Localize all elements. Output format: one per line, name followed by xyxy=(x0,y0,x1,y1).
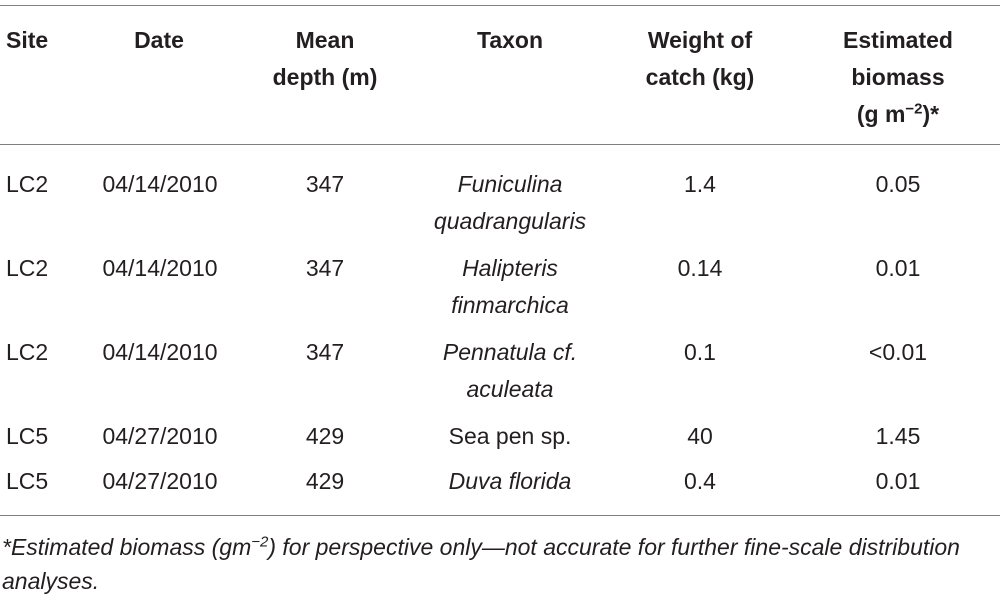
row3-biomass: <0.01 xyxy=(868,339,928,365)
row3-taxon-line2: aculeata xyxy=(466,376,554,402)
header-biomass-line1: Estimated xyxy=(843,27,953,53)
row5-date: 04/27/2010 xyxy=(102,468,218,494)
row4-depth: 429 xyxy=(305,423,345,449)
row3-weight: 0.1 xyxy=(684,339,716,365)
table-top-rule xyxy=(0,5,1000,6)
row1-taxon: Funiculina quadrangularis xyxy=(405,166,615,240)
header-mean-depth-line2: depth (m) xyxy=(272,64,378,90)
row1-biomass: 0.05 xyxy=(875,171,921,197)
row3-taxon: Pennatula cf. aculeata xyxy=(405,334,615,408)
table-footnote: *Estimated biomass (gm−2) for perspectiv… xyxy=(2,530,998,598)
footnote-exponent: −2 xyxy=(251,533,269,551)
row1-taxon-line2: quadrangularis xyxy=(433,208,587,234)
row3-depth: 347 xyxy=(305,339,345,365)
header-site: Site xyxy=(6,27,49,53)
row1-date: 04/14/2010 xyxy=(102,171,218,197)
row2-taxon-line2: finmarchica xyxy=(451,292,569,318)
row5-site: LC5 xyxy=(6,468,49,494)
header-biomass-line2: biomass xyxy=(851,64,945,90)
header-weight-of-catch: Weight of catch (kg) xyxy=(615,22,785,96)
table-bottom-rule xyxy=(0,515,1000,516)
row1-depth: 347 xyxy=(305,171,345,197)
row1-weight: 1.4 xyxy=(684,171,716,197)
row2-weight: 0.14 xyxy=(677,255,723,281)
row2-taxon: Halipteris finmarchica xyxy=(405,250,615,324)
header-biomass-unit-pre: (g m xyxy=(856,101,906,127)
row4-date: 04/27/2010 xyxy=(102,423,218,449)
row1-site: LC2 xyxy=(6,171,49,197)
header-date: Date xyxy=(134,27,184,53)
row4-site: LC5 xyxy=(6,423,49,449)
row2-biomass: 0.01 xyxy=(875,255,921,281)
row3-site: LC2 xyxy=(6,339,49,365)
header-biomass-unit-exponent: −2 xyxy=(905,100,923,118)
header-mean-depth: Mean depth (m) xyxy=(245,22,405,96)
header-weight-line1: Weight of xyxy=(647,27,753,53)
header-weight-line2: catch (kg) xyxy=(645,64,755,90)
row2-date: 04/14/2010 xyxy=(102,255,218,281)
header-biomass-unit-post: )* xyxy=(922,101,940,127)
row2-taxon-line1: Halipteris xyxy=(462,255,558,281)
footnote-text-post: ) for perspective only—not accurate for … xyxy=(2,534,960,594)
row2-depth: 347 xyxy=(305,255,345,281)
row5-weight: 0.4 xyxy=(684,468,716,494)
row4-taxon: Sea pen sp. xyxy=(448,423,572,449)
row5-biomass: 0.01 xyxy=(875,468,921,494)
header-estimated-biomass: Estimated biomass (g m−2)* xyxy=(800,22,996,133)
row4-biomass: 1.45 xyxy=(875,423,921,449)
row3-date: 04/14/2010 xyxy=(102,339,218,365)
row1-taxon-line1: Funiculina xyxy=(457,171,563,197)
row2-site: LC2 xyxy=(6,255,49,281)
header-bottom-rule xyxy=(0,144,1000,145)
row3-taxon-line1: Pennatula cf. xyxy=(442,339,578,365)
footnote-text-pre: *Estimated biomass (gm xyxy=(2,534,252,560)
header-biomass-line3: (g m−2)* xyxy=(800,96,996,133)
header-mean-depth-line1: Mean xyxy=(295,27,355,53)
row5-taxon: Duva florida xyxy=(448,468,572,494)
row4-weight: 40 xyxy=(687,423,713,449)
row5-depth: 429 xyxy=(305,468,345,494)
header-taxon: Taxon xyxy=(476,27,544,53)
